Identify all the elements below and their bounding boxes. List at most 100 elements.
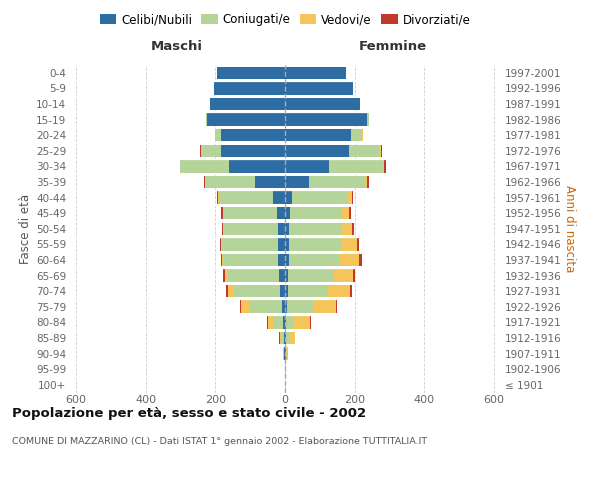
Bar xyxy=(278,238,285,250)
Bar xyxy=(383,160,384,172)
Bar xyxy=(285,144,349,157)
Bar xyxy=(285,300,287,313)
Bar xyxy=(379,144,381,157)
Bar xyxy=(205,176,256,188)
Bar xyxy=(285,207,290,220)
Bar xyxy=(223,270,225,282)
Y-axis label: Fasce di età: Fasce di età xyxy=(19,194,32,264)
Bar xyxy=(221,207,223,220)
Bar xyxy=(285,316,286,328)
Bar xyxy=(367,176,368,188)
Bar xyxy=(221,238,222,250)
Bar xyxy=(349,144,379,157)
Bar xyxy=(285,66,346,79)
Bar xyxy=(293,316,310,328)
Bar xyxy=(280,285,285,298)
Bar xyxy=(329,160,383,172)
Bar xyxy=(313,300,335,313)
Bar xyxy=(221,144,285,157)
Bar xyxy=(202,144,221,157)
Bar xyxy=(340,254,359,266)
Bar xyxy=(285,98,360,110)
Bar xyxy=(351,129,362,141)
Bar xyxy=(278,254,285,266)
Bar xyxy=(328,285,350,298)
Bar xyxy=(285,192,292,204)
Bar xyxy=(220,238,221,250)
Bar xyxy=(285,82,353,94)
Bar xyxy=(210,98,285,110)
Bar xyxy=(289,254,340,266)
Bar xyxy=(341,222,352,235)
Bar xyxy=(285,114,367,126)
Bar xyxy=(310,176,365,188)
Bar xyxy=(352,222,353,235)
Bar xyxy=(223,222,224,235)
Bar xyxy=(181,160,229,172)
Bar xyxy=(221,222,223,235)
Bar xyxy=(290,207,343,220)
Legend: Celibi/Nubili, Coniugati/e, Vedovi/e, Divorziati/e: Celibi/Nubili, Coniugati/e, Vedovi/e, Di… xyxy=(95,8,475,31)
Bar xyxy=(289,270,334,282)
Y-axis label: Anni di nascita: Anni di nascita xyxy=(563,185,576,272)
Bar xyxy=(286,332,289,344)
Bar xyxy=(349,207,351,220)
Bar xyxy=(287,300,313,313)
Bar xyxy=(283,316,285,328)
Bar xyxy=(227,285,235,298)
Bar xyxy=(219,192,273,204)
Bar xyxy=(241,300,250,313)
Text: Femmine: Femmine xyxy=(359,40,427,52)
Bar xyxy=(352,192,353,204)
Bar xyxy=(288,285,328,298)
Bar xyxy=(229,160,285,172)
Bar xyxy=(222,254,224,266)
Bar xyxy=(273,192,285,204)
Bar xyxy=(224,254,278,266)
Bar xyxy=(277,207,285,220)
Bar xyxy=(335,300,337,313)
Bar xyxy=(285,332,286,344)
Bar xyxy=(217,66,285,79)
Bar xyxy=(228,270,279,282)
Bar xyxy=(285,348,286,360)
Bar xyxy=(214,82,285,94)
Bar xyxy=(343,207,349,220)
Bar xyxy=(285,254,289,266)
Text: Maschi: Maschi xyxy=(151,40,203,52)
Bar xyxy=(256,176,285,188)
Bar xyxy=(224,222,278,235)
Bar xyxy=(310,316,311,328)
Bar xyxy=(204,176,205,188)
Bar xyxy=(215,129,221,141)
Bar xyxy=(289,238,341,250)
Bar xyxy=(365,176,367,188)
Bar xyxy=(350,285,352,298)
Bar xyxy=(285,176,310,188)
Bar xyxy=(334,270,353,282)
Bar xyxy=(353,270,355,282)
Bar xyxy=(286,348,288,360)
Bar xyxy=(225,270,228,282)
Bar xyxy=(348,192,352,204)
Bar xyxy=(268,316,273,328)
Bar xyxy=(289,222,341,235)
Text: Popolazione per età, sesso e stato civile - 2002: Popolazione per età, sesso e stato civil… xyxy=(12,408,366,420)
Bar xyxy=(226,285,227,298)
Bar xyxy=(381,144,382,157)
Bar xyxy=(180,160,181,172)
Bar xyxy=(273,316,283,328)
Bar xyxy=(222,238,278,250)
Bar xyxy=(281,300,285,313)
Bar xyxy=(217,192,218,204)
Bar xyxy=(281,332,284,344)
Bar xyxy=(235,285,280,298)
Bar xyxy=(284,348,285,360)
Bar xyxy=(250,300,281,313)
Bar xyxy=(267,316,268,328)
Bar xyxy=(357,238,359,250)
Bar xyxy=(286,316,293,328)
Bar xyxy=(367,114,368,126)
Bar xyxy=(285,160,329,172)
Bar xyxy=(221,129,285,141)
